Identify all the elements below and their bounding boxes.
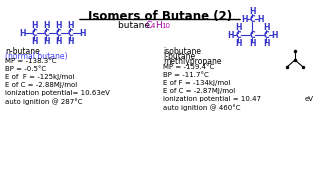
Text: BP = -11.7°C: BP = -11.7°C — [163, 72, 209, 78]
Text: H: H — [67, 21, 73, 30]
Text: ionization potential= 10.63eV: ionization potential= 10.63eV — [5, 90, 110, 96]
Text: H: H — [263, 22, 269, 32]
Text: H: H — [79, 28, 85, 37]
Text: 4: 4 — [151, 23, 156, 29]
Text: C: C — [67, 28, 73, 37]
Text: Isomers of Butane (2): Isomers of Butane (2) — [88, 10, 232, 23]
Text: H: H — [55, 21, 61, 30]
Text: C: C — [263, 30, 269, 39]
Text: E of C = -2.87MJ/mol: E of C = -2.87MJ/mol — [163, 88, 235, 94]
Text: E of  F = -125kJ/mol: E of F = -125kJ/mol — [5, 74, 75, 80]
Text: methlypropane: methlypropane — [163, 57, 221, 66]
Text: n-butane: n-butane — [5, 47, 40, 56]
Text: E of F = -134kJ/mol: E of F = -134kJ/mol — [163, 80, 230, 86]
Text: H: H — [249, 39, 255, 48]
Text: ionization potential = 10.47: ionization potential = 10.47 — [163, 96, 261, 102]
Text: H: H — [55, 37, 61, 46]
Text: E of C = -2.88MJ/mol: E of C = -2.88MJ/mol — [5, 82, 77, 88]
Text: H: H — [271, 30, 277, 39]
Text: C: C — [43, 28, 49, 37]
Text: MP = -138.3°C: MP = -138.3°C — [5, 58, 57, 64]
Text: MP = -159.4°C: MP = -159.4°C — [163, 64, 214, 70]
Text: C: C — [31, 28, 37, 37]
Text: C: C — [249, 15, 255, 24]
Text: H: H — [257, 15, 263, 24]
Text: I-butane: I-butane — [163, 52, 195, 61]
Text: auto ignition @ 460°C: auto ignition @ 460°C — [163, 104, 241, 111]
Text: H: H — [249, 6, 255, 15]
Text: H: H — [263, 39, 269, 48]
Text: isobutane: isobutane — [163, 47, 201, 56]
Text: 10: 10 — [161, 23, 170, 29]
Text: H: H — [235, 22, 241, 32]
Text: butane: butane — [118, 21, 153, 30]
Text: auto ignition @ 287°C: auto ignition @ 287°C — [5, 98, 83, 105]
Text: C: C — [235, 30, 241, 39]
Text: H: H — [31, 37, 37, 46]
Text: H: H — [241, 15, 247, 24]
Text: H: H — [235, 39, 241, 48]
Text: BP = -0.5°C: BP = -0.5°C — [5, 66, 46, 72]
Text: C: C — [146, 21, 152, 30]
Text: eV: eV — [305, 96, 314, 102]
Text: H: H — [31, 21, 37, 30]
Text: H: H — [19, 28, 25, 37]
Text: (normal butane): (normal butane) — [5, 52, 68, 61]
Text: H: H — [155, 21, 162, 30]
Text: H: H — [67, 37, 73, 46]
Text: C: C — [55, 28, 61, 37]
Text: H: H — [227, 30, 233, 39]
Text: H: H — [43, 21, 49, 30]
Text: C: C — [249, 30, 255, 39]
Text: H: H — [43, 37, 49, 46]
